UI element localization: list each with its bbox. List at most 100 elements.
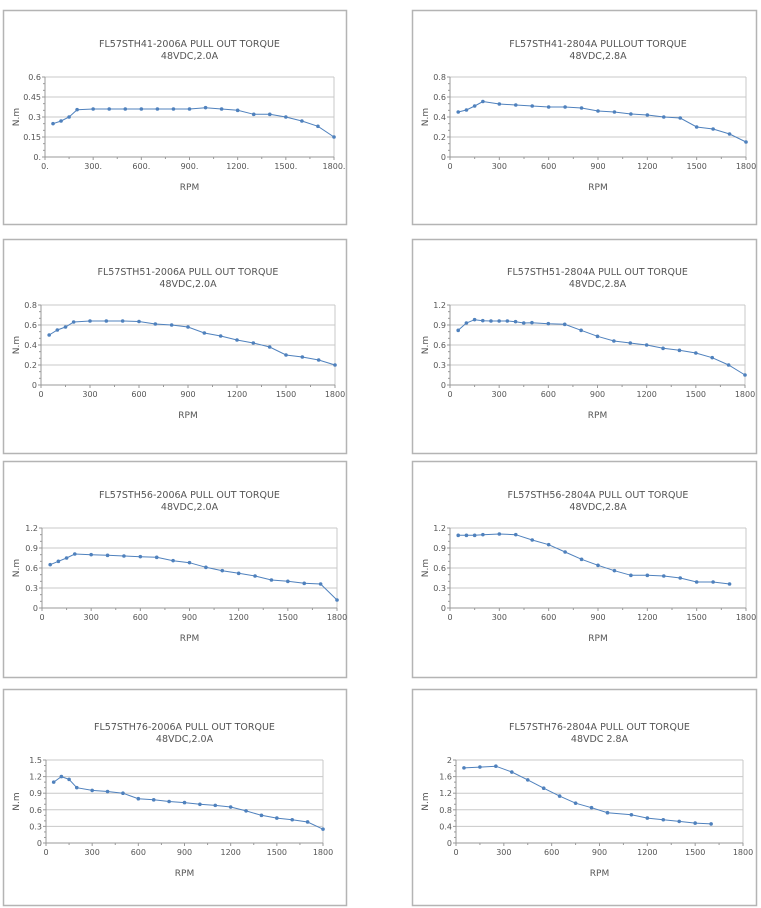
data-point (235, 338, 239, 342)
data-point (155, 107, 160, 111)
data-point (136, 796, 141, 801)
data-point (269, 578, 274, 582)
data-point (316, 124, 320, 129)
chart-subtitle: 48VDC 2.8A (571, 734, 629, 745)
data-point (677, 819, 682, 824)
data-point (456, 328, 460, 333)
data-point (694, 351, 698, 355)
x-tick-label: 1500 (267, 848, 287, 857)
chart-panel-4: FL57STH51-2804A PULL OUT TORQUE48VDC,2.8… (411, 238, 758, 455)
x-axis-label: RPM (588, 411, 607, 421)
data-point (546, 321, 551, 326)
x-tick-label: 1500. (274, 162, 297, 171)
data-point (64, 556, 69, 560)
y-axis-label: N.m (421, 108, 431, 126)
chart-title: FL57STH51-2804A PULL OUT TORQUE (507, 267, 688, 278)
x-tick-label: 1500 (686, 390, 706, 399)
data-point (286, 579, 290, 584)
y-axis-label: N.m (12, 792, 22, 810)
series-line (463, 765, 712, 825)
y-tick-label: 0.6 (433, 93, 446, 102)
y-axis-label: N.m (421, 336, 431, 354)
data-point (236, 571, 241, 576)
data-point (213, 803, 218, 808)
x-tick-label: 1200. (226, 162, 249, 171)
data-point (154, 555, 159, 560)
y-tick-label: 0.6 (29, 806, 42, 815)
y-tick-label: 0.4 (439, 822, 452, 831)
data-point (275, 816, 279, 820)
chart-panel-3: FL57STH51-2006A PULL OUT TORQUE48VDC,2.0… (2, 238, 348, 455)
data-point (332, 135, 336, 139)
y-tick-label: 0.2 (433, 133, 446, 142)
x-tick-label: 1200 (636, 390, 656, 399)
chart-title: FL57STH41-2804A PULLOUT TORQUE (509, 39, 687, 50)
chart-frame (411, 688, 758, 907)
data-point (644, 343, 649, 347)
y-axis-label: N.m (12, 336, 22, 354)
x-tick-label: 1500 (278, 613, 298, 622)
y-tick-label: 0.3 (433, 584, 446, 593)
data-point (645, 816, 650, 820)
data-point (727, 132, 732, 136)
data-point (203, 105, 208, 110)
y-tick-label: 0.6 (433, 564, 446, 573)
y-tick-label: 0.4 (24, 341, 37, 350)
data-point (513, 103, 518, 107)
chart-frame (411, 460, 758, 679)
x-tick-label: 600 (541, 162, 556, 171)
chart-panel-6: FL57STH56-2804A PULL OUT TORQUE48VDC,2.8… (411, 460, 758, 679)
y-tick-label: 0 (33, 604, 38, 613)
chart-panel-2: FL57STH41-2804A PULLOUT TORQUE48VDC,2.8A… (411, 9, 758, 226)
y-tick-label: 0.6 (24, 321, 37, 330)
data-point (596, 109, 600, 113)
x-tick-label: 0 (39, 613, 44, 622)
data-point (563, 105, 567, 109)
y-tick-label: 0.2 (24, 361, 37, 370)
data-point (661, 346, 665, 351)
data-point (120, 319, 125, 323)
data-point (645, 113, 650, 117)
data-point (710, 355, 715, 360)
x-tick-label: 0 (43, 848, 48, 857)
y-tick-label: 0 (447, 839, 452, 848)
data-point (137, 319, 141, 324)
x-tick-label: 1800 (736, 162, 756, 171)
y-tick-label: 0 (37, 839, 42, 848)
y-tick-label: 0.9 (25, 544, 38, 553)
chart-subtitle: 48VDC,2.8A (569, 502, 627, 513)
data-point (573, 801, 578, 805)
data-point (481, 532, 485, 537)
y-tick-label: 0.8 (24, 301, 37, 310)
data-point (562, 322, 567, 327)
data-point (510, 770, 514, 774)
data-point (335, 598, 339, 602)
x-tick-label: 300. (84, 162, 102, 171)
x-axis-label: RPM (588, 183, 607, 193)
y-axis-label: N.m (421, 559, 431, 577)
data-point (72, 552, 77, 556)
data-point (645, 573, 650, 578)
x-axis-label: RPM (178, 411, 197, 421)
data-point (171, 107, 176, 111)
data-point (88, 319, 92, 323)
data-point (138, 554, 143, 559)
data-point (612, 339, 616, 343)
series-line (52, 107, 335, 138)
x-tick-label: 600 (131, 390, 146, 399)
chart-title: FL57STH56-2804A PULL OUT TORQUE (508, 490, 689, 501)
data-point (481, 99, 485, 104)
x-axis-label: RPM (588, 634, 607, 644)
data-point (105, 789, 110, 794)
chart-title: FL57STH41-2006A PULL OUT TORQUE (99, 39, 280, 50)
data-point (541, 786, 546, 791)
data-point (563, 550, 567, 554)
y-tick-label: 0 (32, 381, 37, 390)
y-tick-label: 0.8 (433, 73, 446, 82)
data-point (612, 110, 617, 114)
data-point (47, 333, 51, 337)
data-point (48, 562, 52, 567)
x-tick-label: 1200 (637, 848, 657, 857)
data-point (661, 574, 666, 578)
